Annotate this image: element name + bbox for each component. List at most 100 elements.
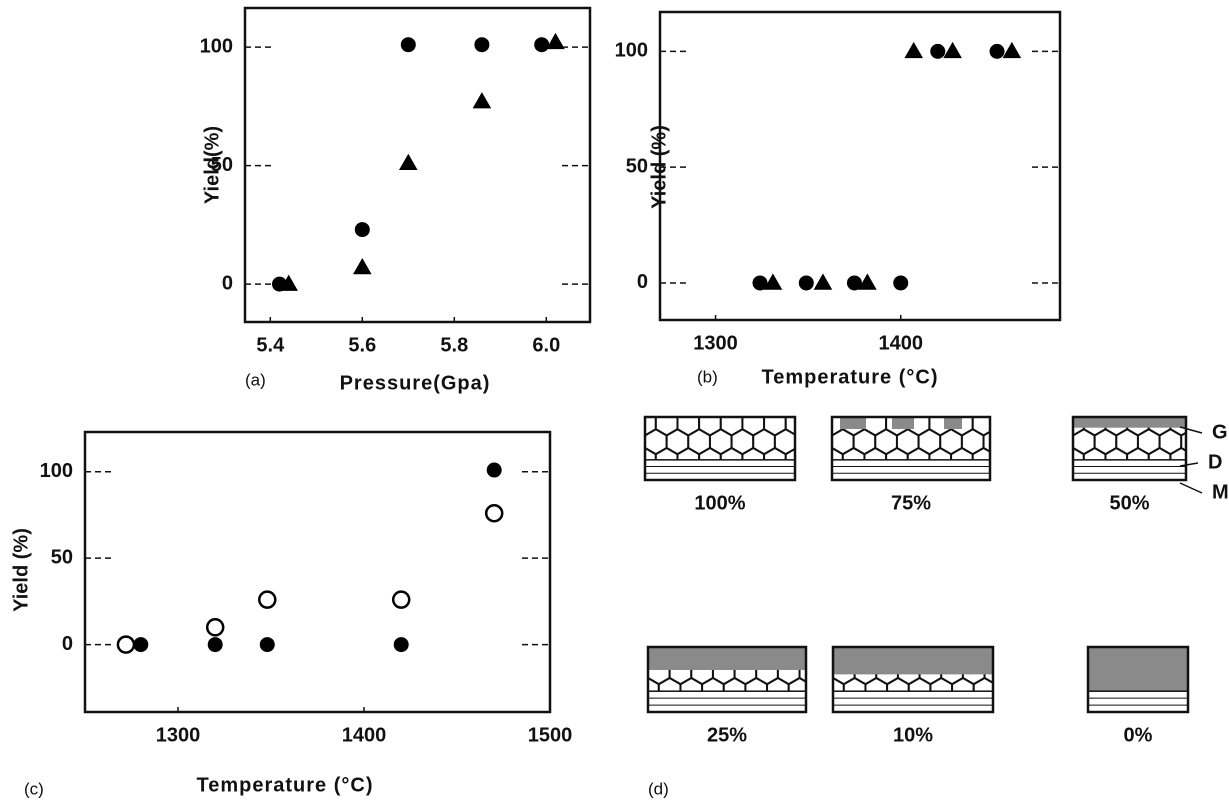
grain <box>1005 467 1027 492</box>
panel-frame <box>646 645 808 714</box>
y-tick-label: 50 <box>626 155 648 177</box>
point <box>943 41 962 59</box>
point <box>534 37 550 53</box>
graphite <box>840 417 866 429</box>
grain <box>810 467 832 492</box>
graphite <box>1073 417 1186 428</box>
y-tick-label: 50 <box>211 154 233 176</box>
panel-label: (d) <box>648 779 669 798</box>
point <box>399 153 418 170</box>
point <box>798 275 814 291</box>
point <box>472 92 492 109</box>
metal-layer <box>647 690 807 713</box>
x-tick-label: 1300 <box>693 332 738 354</box>
grain <box>995 678 1017 703</box>
graphite <box>944 417 962 429</box>
point <box>484 503 504 523</box>
grain <box>994 448 1016 473</box>
grain <box>616 678 638 703</box>
plot-frame <box>658 10 1062 322</box>
y-tick-label: 0 <box>222 272 233 294</box>
point <box>133 637 149 653</box>
grain <box>1066 697 1088 722</box>
y-tick-label: 100 <box>615 40 648 62</box>
layer-label: G <box>1212 421 1228 443</box>
grain <box>648 664 649 680</box>
point <box>258 590 277 609</box>
grain <box>1088 664 1089 680</box>
metal-layer <box>1087 690 1189 713</box>
grain <box>1051 467 1073 492</box>
point <box>259 637 275 653</box>
panel-frame <box>1086 645 1190 714</box>
grain <box>832 434 833 450</box>
grain <box>797 467 819 492</box>
point <box>752 275 768 291</box>
panel-frame <box>830 415 992 482</box>
point <box>989 43 1005 59</box>
x-tick-label: 5.6 <box>348 334 376 356</box>
panel-percent: 0% <box>1124 724 1153 746</box>
grain <box>787 676 806 692</box>
y-axis-label: Yield (%) <box>648 125 670 209</box>
y-tick-label: 50 <box>51 546 73 568</box>
x-tick-label: 1300 <box>156 724 201 746</box>
grain <box>810 678 832 703</box>
point <box>893 275 909 291</box>
point <box>1002 41 1022 59</box>
grain <box>810 641 832 666</box>
metal-layer <box>1072 459 1187 481</box>
panel-percent: 10% <box>893 724 933 746</box>
grain <box>645 434 646 450</box>
x-axis-label: Temperature (°C) <box>762 366 939 388</box>
leader <box>1179 462 1199 467</box>
y-tick-label: 100 <box>40 460 73 482</box>
grain <box>1005 429 1027 454</box>
grain <box>1056 678 1078 703</box>
panel-frame <box>1071 415 1188 482</box>
point <box>486 462 502 478</box>
plot-frame <box>243 6 592 324</box>
grain <box>811 697 833 722</box>
panel-label: (b) <box>697 367 718 386</box>
grain <box>784 447 795 460</box>
metal-layer <box>832 690 994 713</box>
grain <box>982 430 990 453</box>
panel-label: (a) <box>245 370 266 389</box>
grain <box>1056 641 1078 666</box>
y-tick-label: 0 <box>62 633 73 655</box>
grain <box>645 417 657 437</box>
grain <box>623 467 645 492</box>
grain <box>613 411 635 436</box>
y-axis-label: Yield (%) <box>10 528 32 612</box>
x-tick-label: 1400 <box>878 332 923 354</box>
x-tick-label: 1400 <box>342 724 387 746</box>
grain <box>1169 446 1186 460</box>
hex-layer <box>811 647 1028 722</box>
x-axis-label: Pressure(Gpa) <box>340 372 491 394</box>
point <box>207 637 223 653</box>
hex-layer <box>810 417 1027 492</box>
hex-layer <box>1051 417 1186 492</box>
grain <box>1006 659 1028 684</box>
point <box>813 273 833 290</box>
grain <box>1006 697 1028 722</box>
panel-percent: 25% <box>707 724 747 746</box>
panel-frame <box>643 415 797 482</box>
panel-label: (c) <box>24 779 44 798</box>
x-tick-label: 6.0 <box>532 334 560 356</box>
plot-frame <box>83 430 552 714</box>
grain <box>626 697 648 722</box>
hex-layer <box>1056 641 1218 722</box>
point <box>393 637 409 653</box>
leader <box>1179 426 1203 434</box>
point <box>846 275 862 291</box>
graphite <box>648 647 806 670</box>
panel-frame <box>831 645 995 714</box>
y-tick-label: 0 <box>637 271 648 293</box>
point <box>858 273 877 290</box>
grain <box>1196 697 1218 722</box>
x-tick-label: 5.8 <box>440 334 468 356</box>
point <box>763 273 783 290</box>
